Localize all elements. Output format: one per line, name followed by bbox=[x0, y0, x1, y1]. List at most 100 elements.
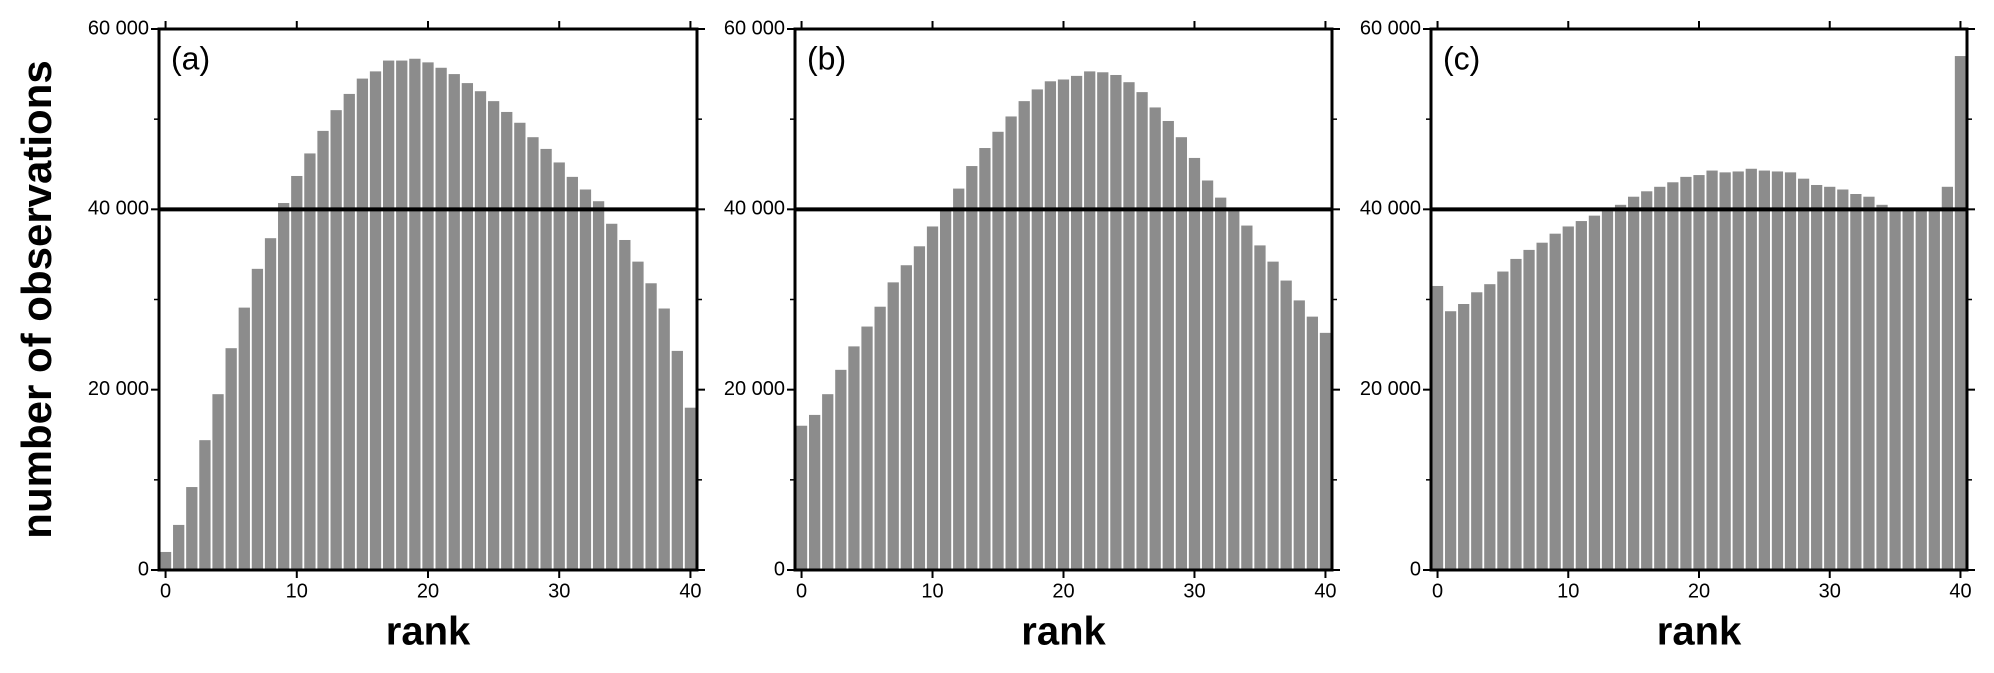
bar bbox=[1162, 120, 1174, 570]
bar bbox=[1719, 172, 1731, 571]
bar bbox=[382, 60, 395, 570]
bar bbox=[645, 283, 657, 570]
x-tick-label: 40 bbox=[1949, 580, 1971, 602]
bar bbox=[1706, 170, 1718, 571]
bar bbox=[199, 440, 211, 570]
bar bbox=[926, 226, 939, 570]
x-axis-label: rank bbox=[1021, 610, 1106, 654]
x-tick-label: 0 bbox=[1432, 580, 1443, 602]
y-tick-label: 40 000 bbox=[1360, 198, 1421, 220]
panel-label: (c) bbox=[1443, 40, 1480, 76]
x-tick-label: 20 bbox=[1052, 580, 1074, 602]
bar bbox=[619, 239, 631, 571]
panel-label: (a) bbox=[171, 40, 210, 76]
bar bbox=[1044, 81, 1057, 571]
y-tick-label: 60 000 bbox=[88, 17, 149, 39]
bar bbox=[848, 346, 860, 570]
x-tick-label: 30 bbox=[1819, 580, 1841, 602]
bar bbox=[448, 74, 460, 570]
bar bbox=[579, 189, 592, 570]
bar bbox=[1267, 261, 1279, 570]
bar bbox=[1811, 184, 1823, 570]
bar bbox=[1628, 196, 1640, 570]
bar bbox=[684, 407, 697, 570]
bar bbox=[1510, 258, 1522, 570]
x-tick-label: 40 bbox=[1314, 580, 1336, 602]
bar bbox=[278, 203, 290, 570]
bar bbox=[658, 308, 670, 570]
bar bbox=[1431, 285, 1444, 570]
bar bbox=[979, 148, 991, 570]
bar bbox=[795, 425, 808, 570]
bar bbox=[1497, 271, 1509, 570]
y-tick-label: 40 000 bbox=[88, 198, 149, 220]
bar bbox=[527, 137, 539, 570]
bar bbox=[913, 246, 926, 570]
x-tick-label: 20 bbox=[417, 580, 439, 602]
bar bbox=[304, 153, 316, 570]
y-tick-label: 20 000 bbox=[88, 378, 149, 400]
bar bbox=[1215, 197, 1227, 570]
bar bbox=[514, 122, 526, 571]
bar bbox=[251, 268, 264, 570]
bar bbox=[861, 326, 873, 570]
x-tick-label: 0 bbox=[160, 580, 171, 602]
bar bbox=[1149, 107, 1161, 570]
bar bbox=[1136, 92, 1148, 570]
x-tick-label: 10 bbox=[286, 580, 308, 602]
bar bbox=[264, 238, 277, 571]
x-axis-label: rank bbox=[1657, 610, 1742, 654]
bar bbox=[1471, 292, 1483, 570]
bar bbox=[553, 162, 565, 571]
bar bbox=[1084, 71, 1096, 571]
bar bbox=[1771, 171, 1784, 571]
x-tick-label: 0 bbox=[796, 580, 807, 602]
bar bbox=[409, 58, 421, 570]
bar bbox=[159, 551, 172, 570]
bar bbox=[1575, 221, 1587, 570]
bar bbox=[1784, 172, 1797, 571]
bar bbox=[1588, 215, 1601, 570]
bar bbox=[1837, 189, 1849, 570]
x-tick-label: 30 bbox=[1183, 580, 1205, 602]
bar bbox=[1070, 75, 1083, 571]
bar bbox=[822, 394, 834, 570]
bar bbox=[1319, 332, 1332, 570]
bar bbox=[939, 207, 952, 570]
bar bbox=[1863, 196, 1875, 570]
x-axis-label: rank bbox=[386, 610, 471, 654]
bar bbox=[1549, 233, 1561, 570]
bar bbox=[1175, 137, 1188, 570]
bar bbox=[966, 166, 978, 570]
bar bbox=[1201, 180, 1214, 571]
bar bbox=[1641, 191, 1653, 571]
bar bbox=[1954, 56, 1967, 571]
bar bbox=[1097, 72, 1109, 570]
bar bbox=[1110, 74, 1122, 571]
bar bbox=[474, 91, 487, 570]
bar bbox=[238, 307, 250, 570]
bar bbox=[225, 348, 237, 570]
bar bbox=[461, 83, 474, 570]
bar bbox=[501, 111, 513, 570]
bar bbox=[1693, 175, 1705, 570]
x-tick-label: 30 bbox=[548, 580, 570, 602]
bar bbox=[992, 131, 1004, 571]
bar bbox=[566, 176, 578, 570]
bar bbox=[1444, 311, 1457, 570]
y-tick-label: 20 000 bbox=[1360, 378, 1421, 400]
bar bbox=[1306, 316, 1318, 570]
bar bbox=[1031, 89, 1043, 570]
bar bbox=[1797, 178, 1810, 570]
bar bbox=[1876, 204, 1888, 570]
y-tick-label: 0 bbox=[1410, 558, 1421, 580]
bar bbox=[1057, 79, 1070, 570]
panel-label: (b) bbox=[807, 40, 846, 76]
bar bbox=[1018, 101, 1030, 570]
bar bbox=[1850, 194, 1862, 570]
bar bbox=[1614, 204, 1627, 570]
x-tick-label: 10 bbox=[1557, 580, 1579, 602]
bar bbox=[1667, 182, 1679, 571]
bar bbox=[396, 60, 408, 570]
bar bbox=[1889, 207, 1901, 570]
